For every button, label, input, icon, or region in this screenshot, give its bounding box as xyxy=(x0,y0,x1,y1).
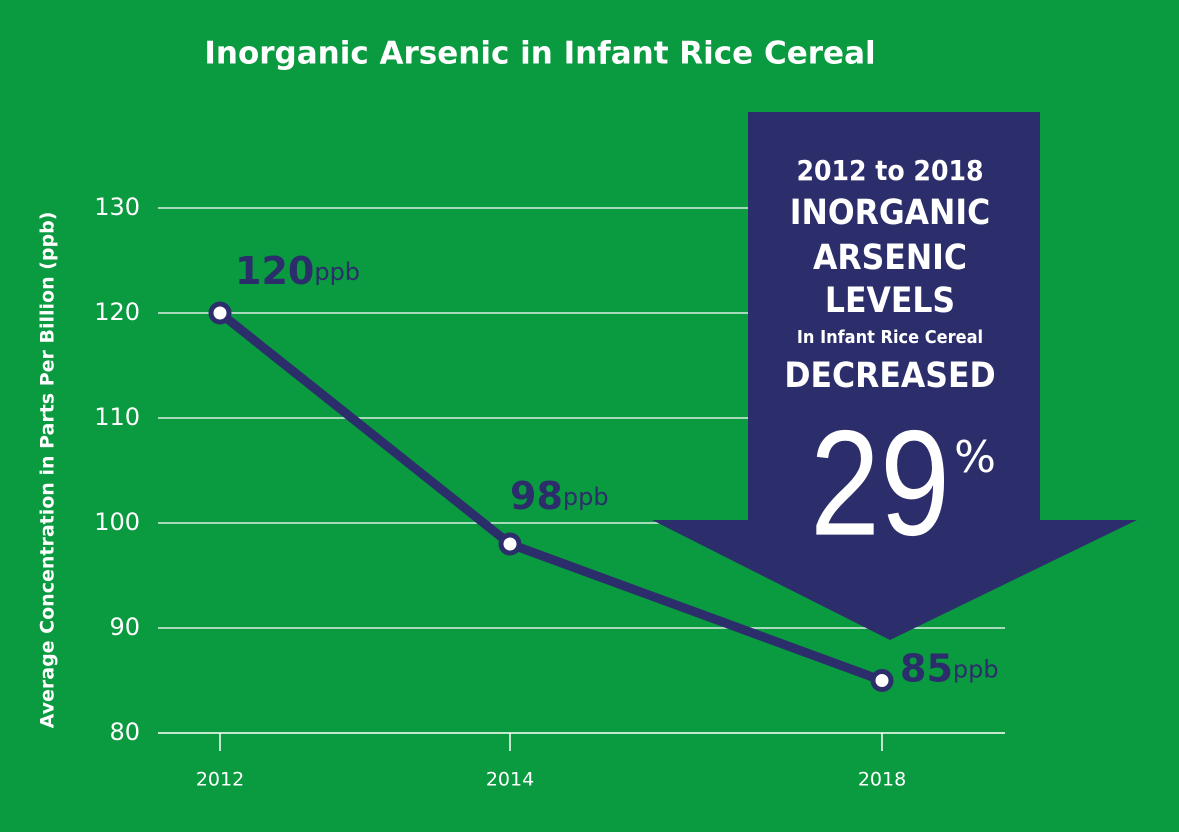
callout-text: INORGANIC xyxy=(790,193,990,233)
callout-text: ARSENIC xyxy=(813,238,967,278)
y-tick-label: 90 xyxy=(109,613,140,641)
y-tick-label: 100 xyxy=(94,508,140,536)
data-point xyxy=(498,532,522,556)
y-tick-label: 110 xyxy=(94,403,140,431)
data-label: 85ppb xyxy=(900,646,999,690)
y-tick-label: 120 xyxy=(94,298,140,326)
y-tick-label: 130 xyxy=(94,193,140,221)
x-tick-label: 2018 xyxy=(858,769,906,791)
data-label-value: 85 xyxy=(900,646,953,690)
data-point xyxy=(870,669,894,692)
callout-sign: % xyxy=(954,432,996,483)
data-label-value: 120 xyxy=(235,249,314,293)
data-label-unit: ppb xyxy=(563,483,609,511)
data-label-unit: ppb xyxy=(314,258,360,286)
callout-text: 2012 to 2018 xyxy=(796,154,983,187)
data-label-value: 98 xyxy=(510,474,563,518)
callout-text: DECREASED xyxy=(784,356,995,396)
x-tick-label: 2012 xyxy=(196,769,244,791)
data-label: 98ppb xyxy=(510,474,609,518)
callout-arrow xyxy=(652,112,1137,640)
chart-title: Inorganic Arsenic in Infant Rice Cereal xyxy=(204,36,875,72)
callout-text: In Infant Rice Cereal xyxy=(797,327,983,348)
data-label-unit: ppb xyxy=(953,656,999,684)
callout-number: 29 xyxy=(810,399,950,567)
data-label: 120ppb xyxy=(235,249,360,293)
callout-text: LEVELS xyxy=(825,281,955,321)
data-point xyxy=(208,301,232,325)
x-tick-label: 2014 xyxy=(486,769,534,791)
y-axis-label: Average Concentration in Parts Per Billi… xyxy=(37,212,59,729)
y-tick-label: 80 xyxy=(109,718,140,746)
